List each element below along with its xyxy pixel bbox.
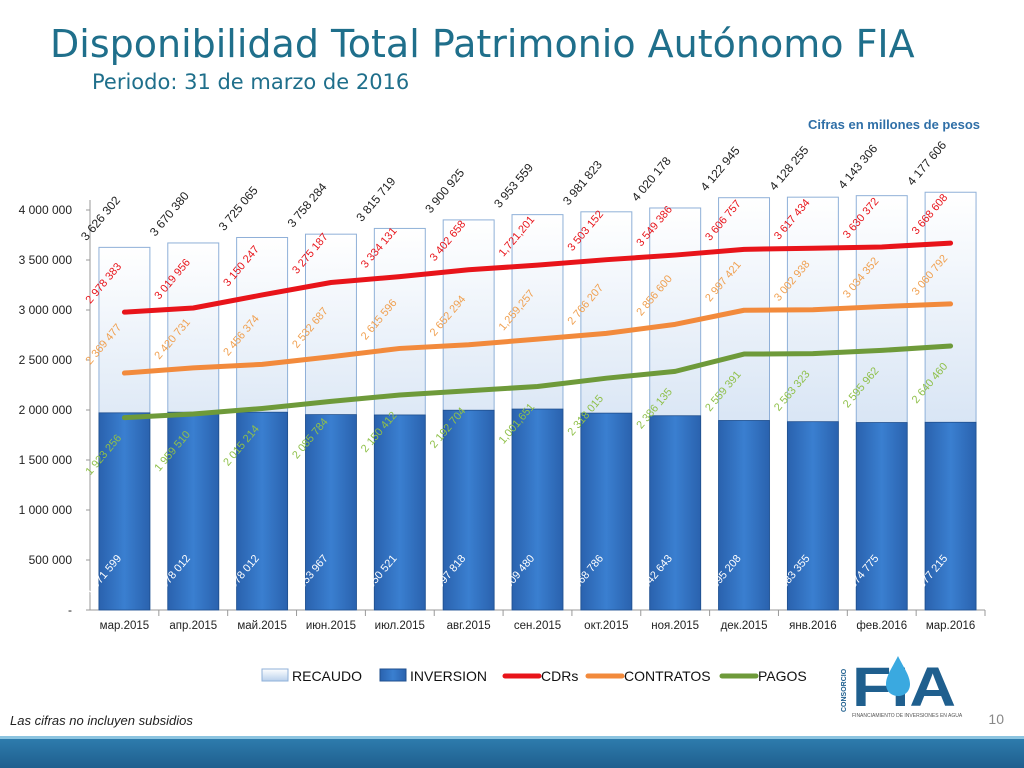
recaudo-data-label: 4 177 606 bbox=[904, 138, 949, 188]
x-tick-label: фев.2016 bbox=[856, 620, 907, 632]
inversion-bar bbox=[718, 420, 770, 611]
y-tick-label: 2 500 000 bbox=[19, 353, 73, 367]
recaudo-data-label: 4 128 255 bbox=[766, 143, 811, 193]
recaudo-data-label: 3 725 065 bbox=[216, 183, 261, 233]
x-tick-label: июл.2015 bbox=[375, 620, 425, 632]
units-label: Cifras en millones de pesos bbox=[808, 117, 980, 132]
slide-subtitle: Periodo: 31 de marzo de 2016 bbox=[92, 70, 410, 94]
y-tick-label: 500 000 bbox=[29, 553, 73, 567]
x-tick-label: июн.2015 bbox=[306, 620, 356, 632]
slide-title: Disponibilidad Total Patrimonio Autónomo… bbox=[50, 22, 915, 66]
recaudo-data-label: 3 758 284 bbox=[285, 180, 330, 230]
x-tick-label: мар.2016 bbox=[926, 620, 975, 632]
inversion-bar bbox=[373, 414, 426, 611]
legend-label: RECAUDO bbox=[292, 668, 362, 684]
inversion-bar bbox=[442, 409, 495, 611]
recaudo-data-label: 3 815 719 bbox=[353, 174, 398, 224]
inversion-bar bbox=[236, 411, 288, 611]
logo-caption: FINANCIAMIENTO DE INVERSIONES EN AGUA bbox=[852, 713, 963, 719]
y-tick-label: 1 500 000 bbox=[19, 453, 73, 467]
x-tick-label: янв.2016 bbox=[789, 620, 836, 632]
x-tick-label: авг.2015 bbox=[447, 620, 491, 632]
fia-logo: CONSORCIO FIA FINANCIAMIENTO DE INVERSIO… bbox=[836, 650, 966, 720]
recaudo-data-label: 4 143 306 bbox=[835, 141, 880, 191]
inversion-bar bbox=[924, 421, 977, 611]
recaudo-data-label: 4 122 945 bbox=[698, 143, 743, 193]
inversion-bar bbox=[649, 415, 702, 611]
x-tick-label: ноя.2015 bbox=[651, 620, 699, 632]
water-drop-icon bbox=[886, 656, 910, 696]
legend-label: CONTRATOS bbox=[624, 668, 711, 684]
legend-label: PAGOS bbox=[758, 668, 807, 684]
contratos-line bbox=[121, 301, 954, 376]
page-number: 10 bbox=[988, 711, 1004, 727]
x-tick-label: сен.2015 bbox=[514, 620, 561, 632]
x-tick-label: дек.2015 bbox=[721, 620, 768, 632]
inversion-bar bbox=[855, 422, 908, 611]
inversion-bar bbox=[787, 421, 839, 611]
inversion-bar bbox=[511, 408, 564, 611]
inversion-bar bbox=[98, 412, 151, 611]
recaudo-data-label: 3 953 559 bbox=[491, 160, 536, 210]
inversion-bar bbox=[305, 414, 357, 611]
inversion-bar bbox=[580, 412, 633, 611]
footnote: Las cifras no incluyen subsidios bbox=[10, 713, 193, 728]
recaudo-data-label: 4 020 178 bbox=[629, 154, 674, 204]
x-tick-label: окт.2015 bbox=[584, 620, 628, 632]
legend-swatch bbox=[261, 668, 289, 682]
recaudo-data-label: 3 900 925 bbox=[422, 166, 467, 216]
recaudo-data-label: 3 981 823 bbox=[560, 158, 605, 208]
y-tick-label: 1 000 000 bbox=[19, 503, 73, 517]
y-tick-label: 2 000 000 bbox=[19, 403, 73, 417]
bar-line-chart: - 500 000 1 000 000 1 500 000 2 000 000 2 500… bbox=[19, 138, 986, 684]
y-tick-label: 3 500 000 bbox=[19, 253, 73, 267]
y-tick-label: 3 000 000 bbox=[19, 303, 73, 317]
pagos-line bbox=[121, 343, 954, 421]
logo-vertical-text: CONSORCIO bbox=[841, 668, 848, 712]
recaudo-data-label: 3 670 380 bbox=[147, 189, 192, 239]
legend-label: INVERSION bbox=[410, 668, 487, 684]
y-tick-label: - bbox=[68, 603, 72, 617]
y-tick-label: 4 000 000 bbox=[19, 203, 73, 217]
cdrs-line bbox=[121, 240, 954, 315]
x-tick-label: май.2015 bbox=[237, 620, 287, 632]
footer-bar bbox=[0, 736, 1024, 768]
legend-label: CDRs bbox=[541, 668, 578, 684]
x-tick-label: мар.2015 bbox=[100, 620, 149, 632]
legend-swatch bbox=[379, 668, 407, 682]
x-tick-label: апр.2015 bbox=[169, 620, 217, 632]
recaudo-data-label: 3 626 302 bbox=[78, 193, 123, 243]
